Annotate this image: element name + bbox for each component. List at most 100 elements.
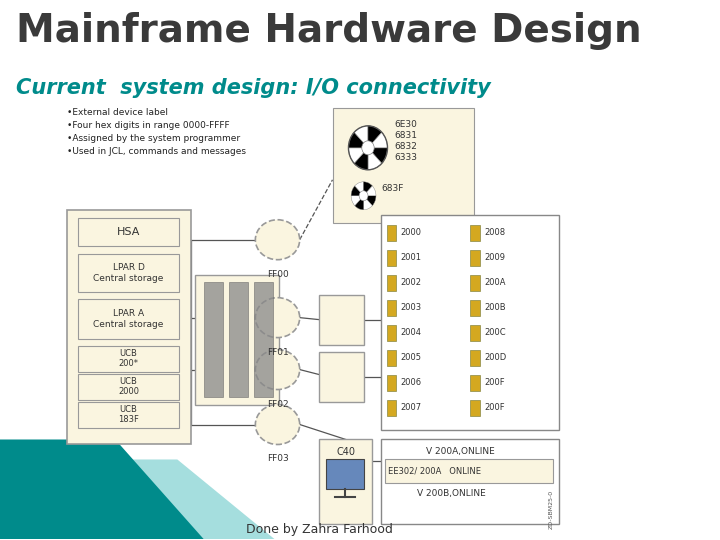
Text: 200B: 200B [484,303,505,312]
Wedge shape [368,148,387,164]
Bar [78,299,179,339]
Bar [66,210,191,444]
Circle shape [361,141,374,155]
Wedge shape [355,182,364,196]
Text: •Four hex digits in range 0000-FFFF: •Four hex digits in range 0000-FFFF [66,121,229,130]
Polygon shape [0,460,275,539]
Bar [387,249,396,266]
Circle shape [359,191,368,201]
Bar [382,440,559,524]
Wedge shape [354,126,368,148]
Text: LPAR D
Central storage: LPAR D Central storage [94,262,163,283]
Bar [470,400,480,415]
Text: Mainframe Hardware Design: Mainframe Hardware Design [16,12,642,50]
Bar [387,375,396,390]
Text: 2006: 2006 [401,378,422,387]
Bar [78,402,179,428]
Bar [387,400,396,415]
Wedge shape [354,148,368,170]
Bar [204,282,223,396]
Text: HSA: HSA [117,227,140,237]
Text: 200A: 200A [484,278,505,287]
Text: EE302/ 200A   ONLINE: EE302/ 200A ONLINE [388,467,482,476]
Text: FF01: FF01 [266,348,289,356]
Text: •Assigned by the system programmer: •Assigned by the system programmer [66,134,240,143]
Text: 2004: 2004 [401,328,422,337]
Bar [319,440,372,524]
Bar [470,325,480,341]
Bar [470,375,480,390]
Wedge shape [368,126,382,148]
Bar [333,108,474,222]
Text: 6831: 6831 [395,131,418,140]
Wedge shape [348,132,368,148]
Text: UCB
2000: UCB 2000 [118,377,139,396]
Wedge shape [364,196,376,206]
Text: 2003: 2003 [401,303,422,312]
Bar [384,460,553,483]
Text: 2007: 2007 [401,403,422,412]
Bar [387,349,396,366]
Text: 200D: 200D [484,353,506,362]
Bar [78,218,179,246]
Text: UCB
200*: UCB 200* [119,349,138,368]
Text: •Used in JCL, commands and messages: •Used in JCL, commands and messages [66,147,246,156]
Text: Done by Zahra Farhood: Done by Zahra Farhood [246,523,392,536]
Text: 2000: 2000 [401,228,422,237]
Text: 2005: 2005 [401,353,422,362]
Text: ZO-SBM25-0: ZO-SBM25-0 [549,489,554,529]
Text: 2002: 2002 [401,278,422,287]
Text: FF00: FF00 [266,269,289,279]
Bar [387,225,396,241]
Bar [78,374,179,400]
Wedge shape [368,148,382,170]
Text: Current  system design: I/O connectivity: Current system design: I/O connectivity [16,78,491,98]
Text: 2008: 2008 [484,228,505,237]
Wedge shape [355,196,364,210]
Bar [387,325,396,341]
Text: 6E30: 6E30 [395,120,418,129]
Wedge shape [364,186,376,196]
Wedge shape [368,132,387,148]
Bar [382,215,559,429]
Text: FF02: FF02 [266,400,288,409]
Wedge shape [351,186,364,196]
Bar [387,300,396,316]
Text: 6832: 6832 [395,142,418,151]
Polygon shape [0,440,204,539]
Text: FF03: FF03 [266,455,289,463]
Bar [470,349,480,366]
Bar [78,346,179,372]
Bar [319,352,364,402]
Text: 200C: 200C [484,328,505,337]
Wedge shape [351,196,364,206]
Text: LPAR A
Central storage: LPAR A Central storage [94,308,163,329]
Text: 2001: 2001 [401,253,422,262]
Bar [253,282,273,396]
Bar [470,225,480,241]
Text: 683F: 683F [382,184,404,193]
Ellipse shape [256,349,300,389]
Text: 6333: 6333 [395,153,418,162]
Text: V 200B,ONLINE: V 200B,ONLINE [417,489,485,498]
Ellipse shape [256,404,300,444]
Bar [195,275,279,404]
Ellipse shape [256,298,300,338]
Bar [470,300,480,316]
Bar [319,295,364,345]
Text: 2009: 2009 [484,253,505,262]
Bar [470,249,480,266]
Bar [387,275,396,291]
Wedge shape [364,182,372,196]
Bar [470,275,480,291]
Text: •External device label: •External device label [66,108,168,117]
Wedge shape [348,148,368,164]
Bar [78,254,179,292]
Wedge shape [364,196,372,210]
Ellipse shape [256,220,300,260]
Bar [229,282,248,396]
Text: 200F: 200F [484,378,505,387]
Bar [326,460,364,489]
Text: 200F: 200F [484,403,505,412]
Text: UCB
183F: UCB 183F [118,405,139,424]
